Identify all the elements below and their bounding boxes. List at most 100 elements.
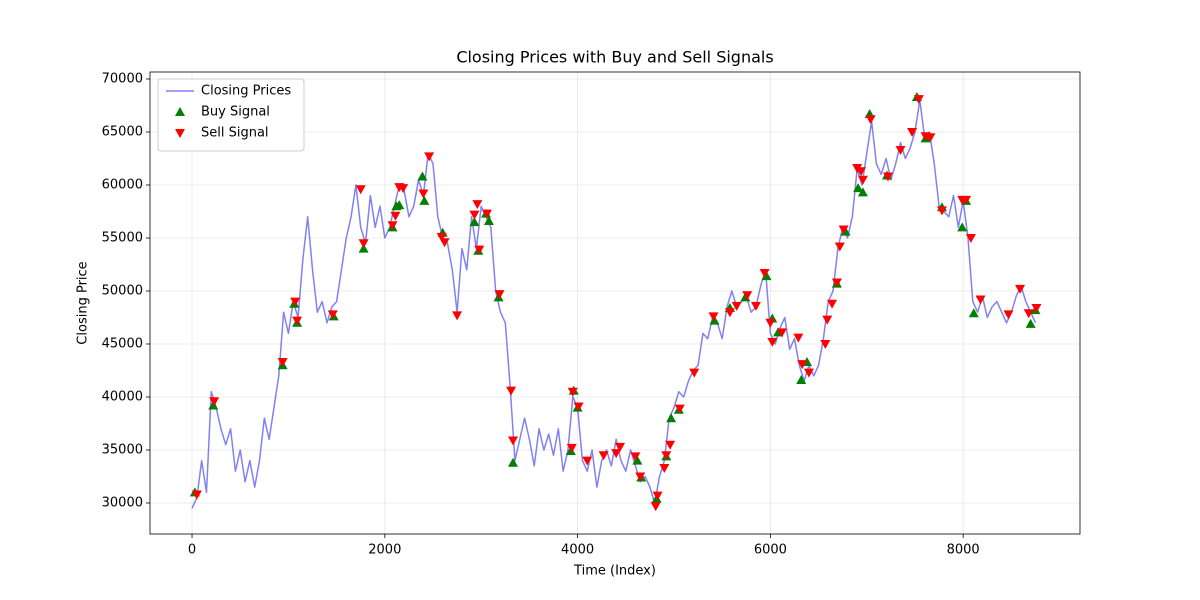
legend-marker (175, 107, 185, 116)
sell-marker (925, 133, 936, 143)
sell-marker (481, 209, 492, 219)
sell-marker (573, 402, 584, 412)
sell-marker (566, 443, 577, 453)
legend-label: Closing Prices (201, 84, 291, 99)
sell-marker (708, 312, 719, 322)
sell-marker (913, 95, 924, 105)
buy-marker (632, 455, 643, 465)
sell-marker (358, 239, 369, 249)
sell-marker (290, 297, 301, 307)
sell-marker (506, 386, 517, 396)
buy-marker (968, 308, 979, 318)
sell-marker (731, 301, 742, 311)
sell-marker (508, 436, 519, 446)
buy-marker (508, 457, 519, 467)
x-axis-label: Time (Index) (573, 564, 656, 579)
x-tick-label: 0 (188, 543, 196, 558)
sell-marker (439, 238, 450, 248)
sell-marker (191, 490, 202, 500)
sell-marker (567, 387, 578, 397)
sell-marker (689, 368, 700, 378)
sell-marker (277, 358, 288, 368)
sell-marker (765, 318, 776, 328)
sell-marker (965, 233, 976, 243)
sell-marker (474, 245, 485, 255)
sell-marker (665, 440, 676, 450)
y-tick-label: 45000 (102, 336, 143, 351)
sell-marker (418, 189, 429, 199)
y-tick-label: 60000 (102, 177, 143, 192)
sell-marker (615, 442, 626, 452)
buy-marker (417, 171, 428, 181)
y-tick-label: 65000 (102, 124, 143, 139)
sell-marker (742, 291, 753, 301)
x-tick-label: 8000 (947, 543, 980, 558)
sell-marker (209, 397, 220, 407)
sell-marker (635, 472, 646, 482)
buy-marker (419, 195, 430, 205)
buy-marker (394, 200, 405, 210)
buy-marker (857, 187, 868, 197)
sell-marker (327, 310, 338, 320)
sell-marker (882, 172, 893, 182)
sell-marker (793, 333, 804, 343)
sell-marker (652, 491, 663, 501)
y-tick-label: 40000 (102, 389, 143, 404)
sell-marker (961, 195, 972, 205)
legend-label: Buy Signal (201, 105, 270, 120)
sell-marker (1031, 303, 1042, 313)
y-axis-label: Closing Price (76, 261, 91, 344)
y-tick-label: 50000 (102, 283, 143, 298)
sell-marker (803, 368, 814, 378)
sell-marker (820, 339, 831, 349)
sell-marker (1003, 310, 1014, 320)
sell-marker (611, 449, 622, 459)
sell-marker (907, 127, 918, 137)
legend-box (157, 78, 305, 152)
sell-marker (767, 337, 778, 347)
sell-marker (857, 175, 868, 185)
sell-marker (582, 456, 593, 466)
buy-marker (796, 375, 807, 385)
sell-marker (776, 328, 787, 338)
sell-marker (827, 299, 838, 309)
y-tick-label: 30000 (102, 495, 143, 510)
legend-marker (175, 129, 185, 138)
chart-title: Closing Prices with Buy and Sell Signals (456, 48, 773, 67)
sell-marker (659, 464, 670, 474)
sell-marker (355, 185, 366, 195)
sell-marker (936, 206, 947, 216)
sell-marker (975, 295, 986, 305)
sell-marker (724, 308, 735, 318)
sell-marker (472, 200, 483, 210)
legend-label: Sell Signal (201, 126, 269, 141)
sell-marker (398, 184, 409, 194)
sell-marker (838, 225, 849, 235)
sell-marker (452, 311, 463, 321)
y-tick-label: 55000 (102, 230, 143, 245)
buy-marker (483, 216, 494, 226)
y-tick-label: 35000 (102, 442, 143, 457)
buy-marker (709, 315, 720, 325)
buy-marker (853, 183, 864, 193)
sell-marker (390, 211, 401, 221)
x-tick-label: 4000 (561, 543, 594, 558)
sell-marker (387, 221, 398, 231)
sell-marker (650, 502, 661, 512)
buy-marker (761, 271, 772, 281)
sell-marker (822, 315, 833, 325)
buy-marker (208, 400, 219, 410)
sell-marker (598, 451, 609, 461)
sell-marker (630, 452, 641, 462)
sell-marker (834, 242, 845, 252)
buy-marker (666, 413, 677, 423)
buy-marker (1025, 318, 1036, 328)
sell-marker (661, 451, 672, 461)
sell-marker (674, 404, 685, 414)
sell-marker (831, 278, 842, 288)
sell-marker (494, 290, 505, 300)
plot-area (189, 92, 1042, 512)
y-tick-label: 70000 (102, 71, 143, 86)
x-tick-label: 2000 (368, 543, 401, 558)
